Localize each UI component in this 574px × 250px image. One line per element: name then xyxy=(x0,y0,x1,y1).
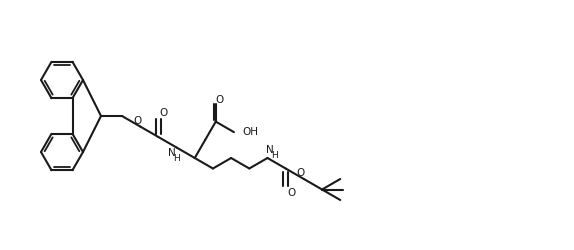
Text: H: H xyxy=(173,154,180,163)
Text: O: O xyxy=(133,116,141,126)
Text: N: N xyxy=(168,148,176,158)
Text: OH: OH xyxy=(242,127,258,137)
Text: O: O xyxy=(297,168,305,178)
Text: N: N xyxy=(266,145,273,155)
Text: O: O xyxy=(159,108,168,118)
Text: H: H xyxy=(271,150,278,160)
Text: O: O xyxy=(216,95,224,105)
Text: O: O xyxy=(288,188,296,198)
